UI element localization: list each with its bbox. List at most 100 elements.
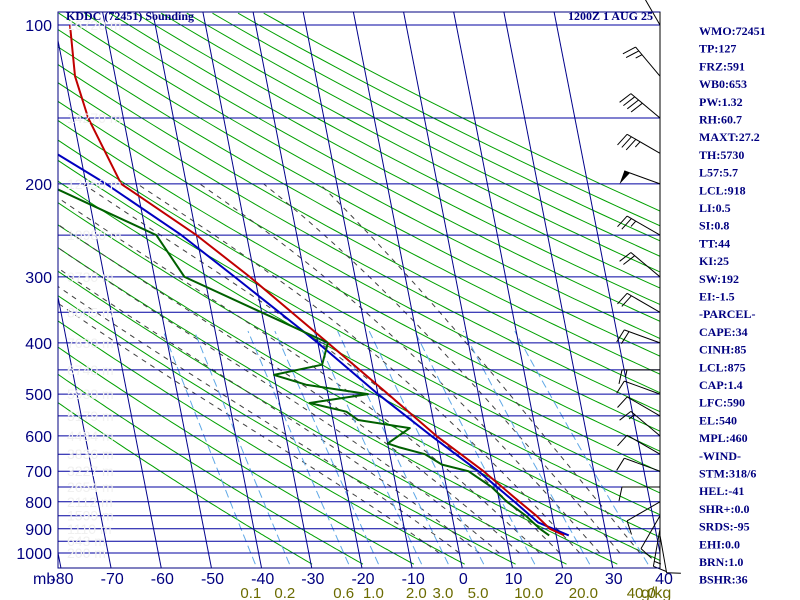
temperature-tick-label: 0	[459, 571, 468, 588]
height-label: 12450 m	[67, 176, 121, 192]
wind-barb-staff	[626, 215, 661, 236]
temperature-tick-label: -20	[351, 571, 374, 588]
wind-barb-feather	[653, 565, 667, 573]
wind-barb	[640, 515, 661, 559]
dry-adiabat-line	[84, 12, 660, 322]
wind-barb	[618, 369, 660, 385]
isotherm-line	[58, 294, 112, 568]
wind-barb-staff	[640, 515, 661, 549]
dry-adiabat-line	[58, 12, 660, 340]
wind-barb-feather	[616, 380, 625, 394]
index-item: EHI:0.0	[699, 537, 740, 551]
dry-adiabat-line	[212, 12, 660, 242]
wind-barb	[617, 215, 661, 236]
wind-barb	[619, 93, 661, 119]
chart-title: KDDC (72451) Sounding	[66, 9, 194, 23]
wind-barb-feather	[619, 252, 632, 262]
index-item: BSHR:36	[699, 573, 748, 587]
height-label: 1110 m	[67, 521, 112, 537]
wind-barb-staff	[624, 329, 661, 344]
dry-adiabat-line	[58, 346, 415, 565]
index-item: -WIND-	[699, 449, 741, 463]
wind-barb	[619, 170, 661, 185]
wind-barb	[618, 486, 660, 502]
dry-adiabat-line	[186, 12, 660, 257]
index-item: WB0:653	[699, 77, 747, 91]
wind-barb-feather	[625, 50, 640, 59]
pressure-tick-label: 800	[25, 495, 52, 512]
dry-adiabat-line	[135, 12, 660, 289]
plot-frame	[57, 11, 661, 569]
wind-barb	[617, 133, 661, 154]
wind-barb	[626, 501, 661, 535]
wind-barb-staff	[624, 457, 661, 472]
wind-barb-feather	[621, 295, 632, 307]
index-item: LCL:875	[699, 360, 746, 374]
wind-barb-feather	[617, 434, 628, 447]
pressure-tick-label: 500	[25, 387, 52, 404]
wind-barb-staff	[626, 292, 661, 313]
wind-barb-staff	[652, 528, 661, 567]
temperature-tick-label: -50	[201, 571, 224, 588]
index-item: MAXT:27.2	[699, 130, 760, 144]
mixing-ratio-line	[247, 330, 350, 565]
index-item: PW:1.32	[699, 95, 743, 109]
dry-adiabat-line	[58, 82, 660, 413]
pressure-tick-label: 200	[25, 177, 52, 194]
dry-adiabat-line	[58, 159, 660, 494]
wind-barb-feather	[666, 572, 681, 574]
mixing-ratio-label: 3.0	[432, 585, 453, 600]
wind-barb-staff	[624, 380, 661, 395]
wind-barb-half-feather	[628, 414, 636, 420]
wind-barb-staff	[630, 411, 661, 437]
isotherm-line	[58, 38, 162, 568]
temperature-tick-label: -60	[151, 571, 174, 588]
temperature-tick-label: 30	[605, 571, 623, 588]
mixing-ratio-line	[514, 330, 649, 565]
wind-barb-feather	[623, 255, 636, 265]
isotherm-line	[553, 12, 660, 556]
wind-barb-feather	[616, 457, 625, 471]
wind-barb-feather	[621, 218, 632, 230]
mixing-ratio-line	[462, 330, 591, 565]
wind-barb	[616, 457, 661, 472]
pressure-tick-label: 600	[25, 429, 52, 446]
height-label: 9730 m	[67, 269, 114, 285]
wind-barb-staff	[644, 0, 661, 26]
height-label: 16720 m	[67, 17, 121, 33]
wind-barb-feather	[625, 138, 637, 151]
wind-barb	[619, 252, 661, 278]
height-label: 3227 m	[67, 463, 114, 479]
isotherm-line	[503, 12, 614, 568]
isotherm-line	[0, 1, 12, 575]
dry-adiabat-line	[58, 139, 660, 473]
pressure-tick-label: 900	[25, 522, 52, 539]
isotherm-line	[252, 12, 363, 568]
isotherm-line	[453, 12, 564, 568]
wind-barb-feather	[619, 93, 632, 103]
dry-adiabat-line	[160, 12, 660, 273]
wind-barb-feather	[626, 99, 639, 110]
wind-barb	[644, 0, 661, 26]
parcel-profile-line	[58, 153, 570, 537]
temperature-tick-label: -70	[101, 571, 124, 588]
height-label: 3836 m	[67, 446, 114, 462]
height-label: 14270 m	[67, 110, 121, 126]
mixing-ratio-label: 0.6	[333, 585, 354, 600]
wind-barb-feather	[623, 96, 636, 106]
wind-barb-staff	[626, 501, 661, 522]
pressure-tick-label: 700	[25, 464, 52, 481]
wind-barb-feather	[617, 215, 628, 228]
wind-barb	[617, 434, 661, 455]
dewpoint-profile-line	[58, 188, 550, 537]
index-item: WMO:72451	[699, 24, 766, 38]
pressure-tick-label: 1000	[16, 546, 52, 563]
mixing-ratio-label: 5.0	[468, 585, 489, 600]
dry-adiabat-line	[58, 46, 660, 375]
wind-barb-feather	[620, 331, 630, 344]
wind-barb-half-feather	[634, 141, 641, 148]
dry-adiabat-line	[58, 295, 516, 565]
wind-barb-feather	[621, 136, 632, 148]
index-item: LCL:918	[699, 183, 746, 197]
wind-barb-feather	[617, 133, 628, 146]
